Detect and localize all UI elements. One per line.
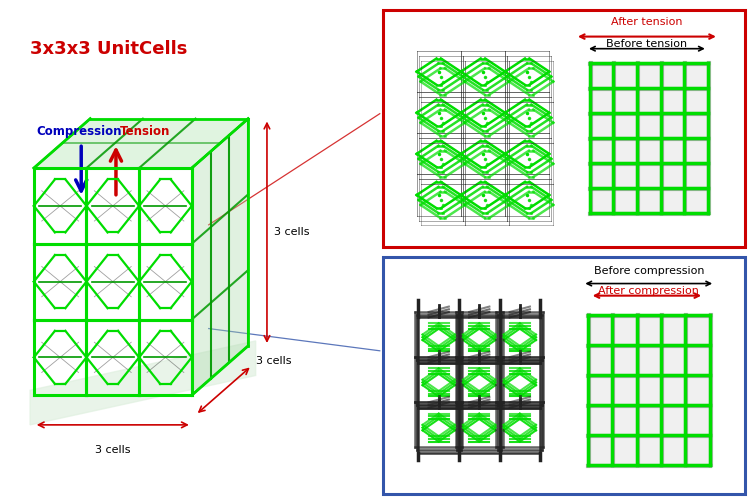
Text: Compression: Compression <box>36 125 122 139</box>
Text: Tension: Tension <box>120 125 170 139</box>
Text: After compression: After compression <box>599 286 699 296</box>
Text: 3x3x3 UnitCells: 3x3x3 UnitCells <box>30 40 187 58</box>
Polygon shape <box>34 118 248 168</box>
Text: 3 cells: 3 cells <box>274 227 310 237</box>
Text: 3 cells: 3 cells <box>256 356 291 365</box>
Text: After tension: After tension <box>611 17 683 27</box>
Polygon shape <box>192 118 248 395</box>
Bar <box>588 315 710 465</box>
Text: Before compression: Before compression <box>593 266 704 276</box>
Bar <box>590 63 708 213</box>
Text: 3 cells: 3 cells <box>95 445 131 455</box>
Text: Before tension: Before tension <box>606 39 687 49</box>
Polygon shape <box>30 341 256 425</box>
